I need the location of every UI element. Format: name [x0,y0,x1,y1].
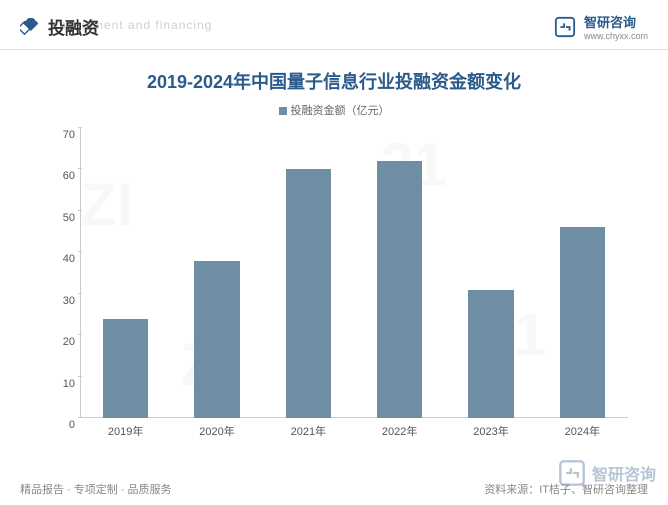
bar [560,227,606,418]
bar [194,261,240,418]
header-right: 智研咨询 www.chyxx.com [554,12,648,41]
plot-area [80,128,628,418]
section-title: 投融资 [48,14,99,39]
x-tick-label: 2019年 [108,423,143,439]
chart-title: 2019-2024年中国量子信息行业投融资金额变化 [0,68,668,94]
x-tick-label: 2020年 [199,423,234,439]
x-tick-label: 2024年 [565,423,600,439]
bar [103,319,149,418]
y-tick-label: 10 [40,378,75,390]
header: 投融资 Investment and financing 智研咨询 www.ch… [0,0,668,50]
legend-marker [279,107,287,115]
y-tickmark [78,334,82,335]
y-tick-label: 60 [40,170,75,182]
y-tick-label: 50 [40,212,75,224]
chart-legend: 投融资金额（亿元） [0,102,668,118]
y-tickmark [78,210,82,211]
brand-url: www.chyxx.com [584,31,648,41]
y-tickmark [78,251,82,252]
footer-right: 资料来源：IT桔子、智研咨询整理 [484,481,648,497]
header-left: 投融资 Investment and financing [20,14,99,39]
y-tickmark [78,376,82,377]
y-tick-label: 40 [40,253,75,265]
bar [377,161,423,418]
bar [286,169,332,418]
footer: 精品报告 · 专项定制 · 品质服务 资料来源：IT桔子、智研咨询整理 [20,481,648,497]
y-tickmark [78,127,82,128]
brand-logo-icon [554,16,576,38]
bar [468,290,514,418]
legend-label: 投融资金额（亿元） [291,105,390,117]
x-tick-label: 2023年 [473,423,508,439]
y-tick-label: 20 [40,336,75,348]
y-tickmark [78,168,82,169]
y-tick-label: 70 [40,129,75,141]
y-tick-label: 0 [40,419,75,431]
chart-container: 0 10 20 30 40 50 60 70 2019年 2020年 2021年 2022年 2023年… [40,128,628,448]
brand-name: 智研咨询 [584,12,648,31]
y-tickmark [78,293,82,294]
footer-left: 精品报告 · 专项定制 · 品质服务 [20,481,172,497]
diamond-icon [20,18,38,36]
x-tick-label: 2022年 [382,423,417,439]
x-tick-label: 2021年 [291,423,326,439]
brand-block: 智研咨询 www.chyxx.com [584,12,648,41]
y-tickmark [78,417,82,418]
y-tick-label: 30 [40,295,75,307]
